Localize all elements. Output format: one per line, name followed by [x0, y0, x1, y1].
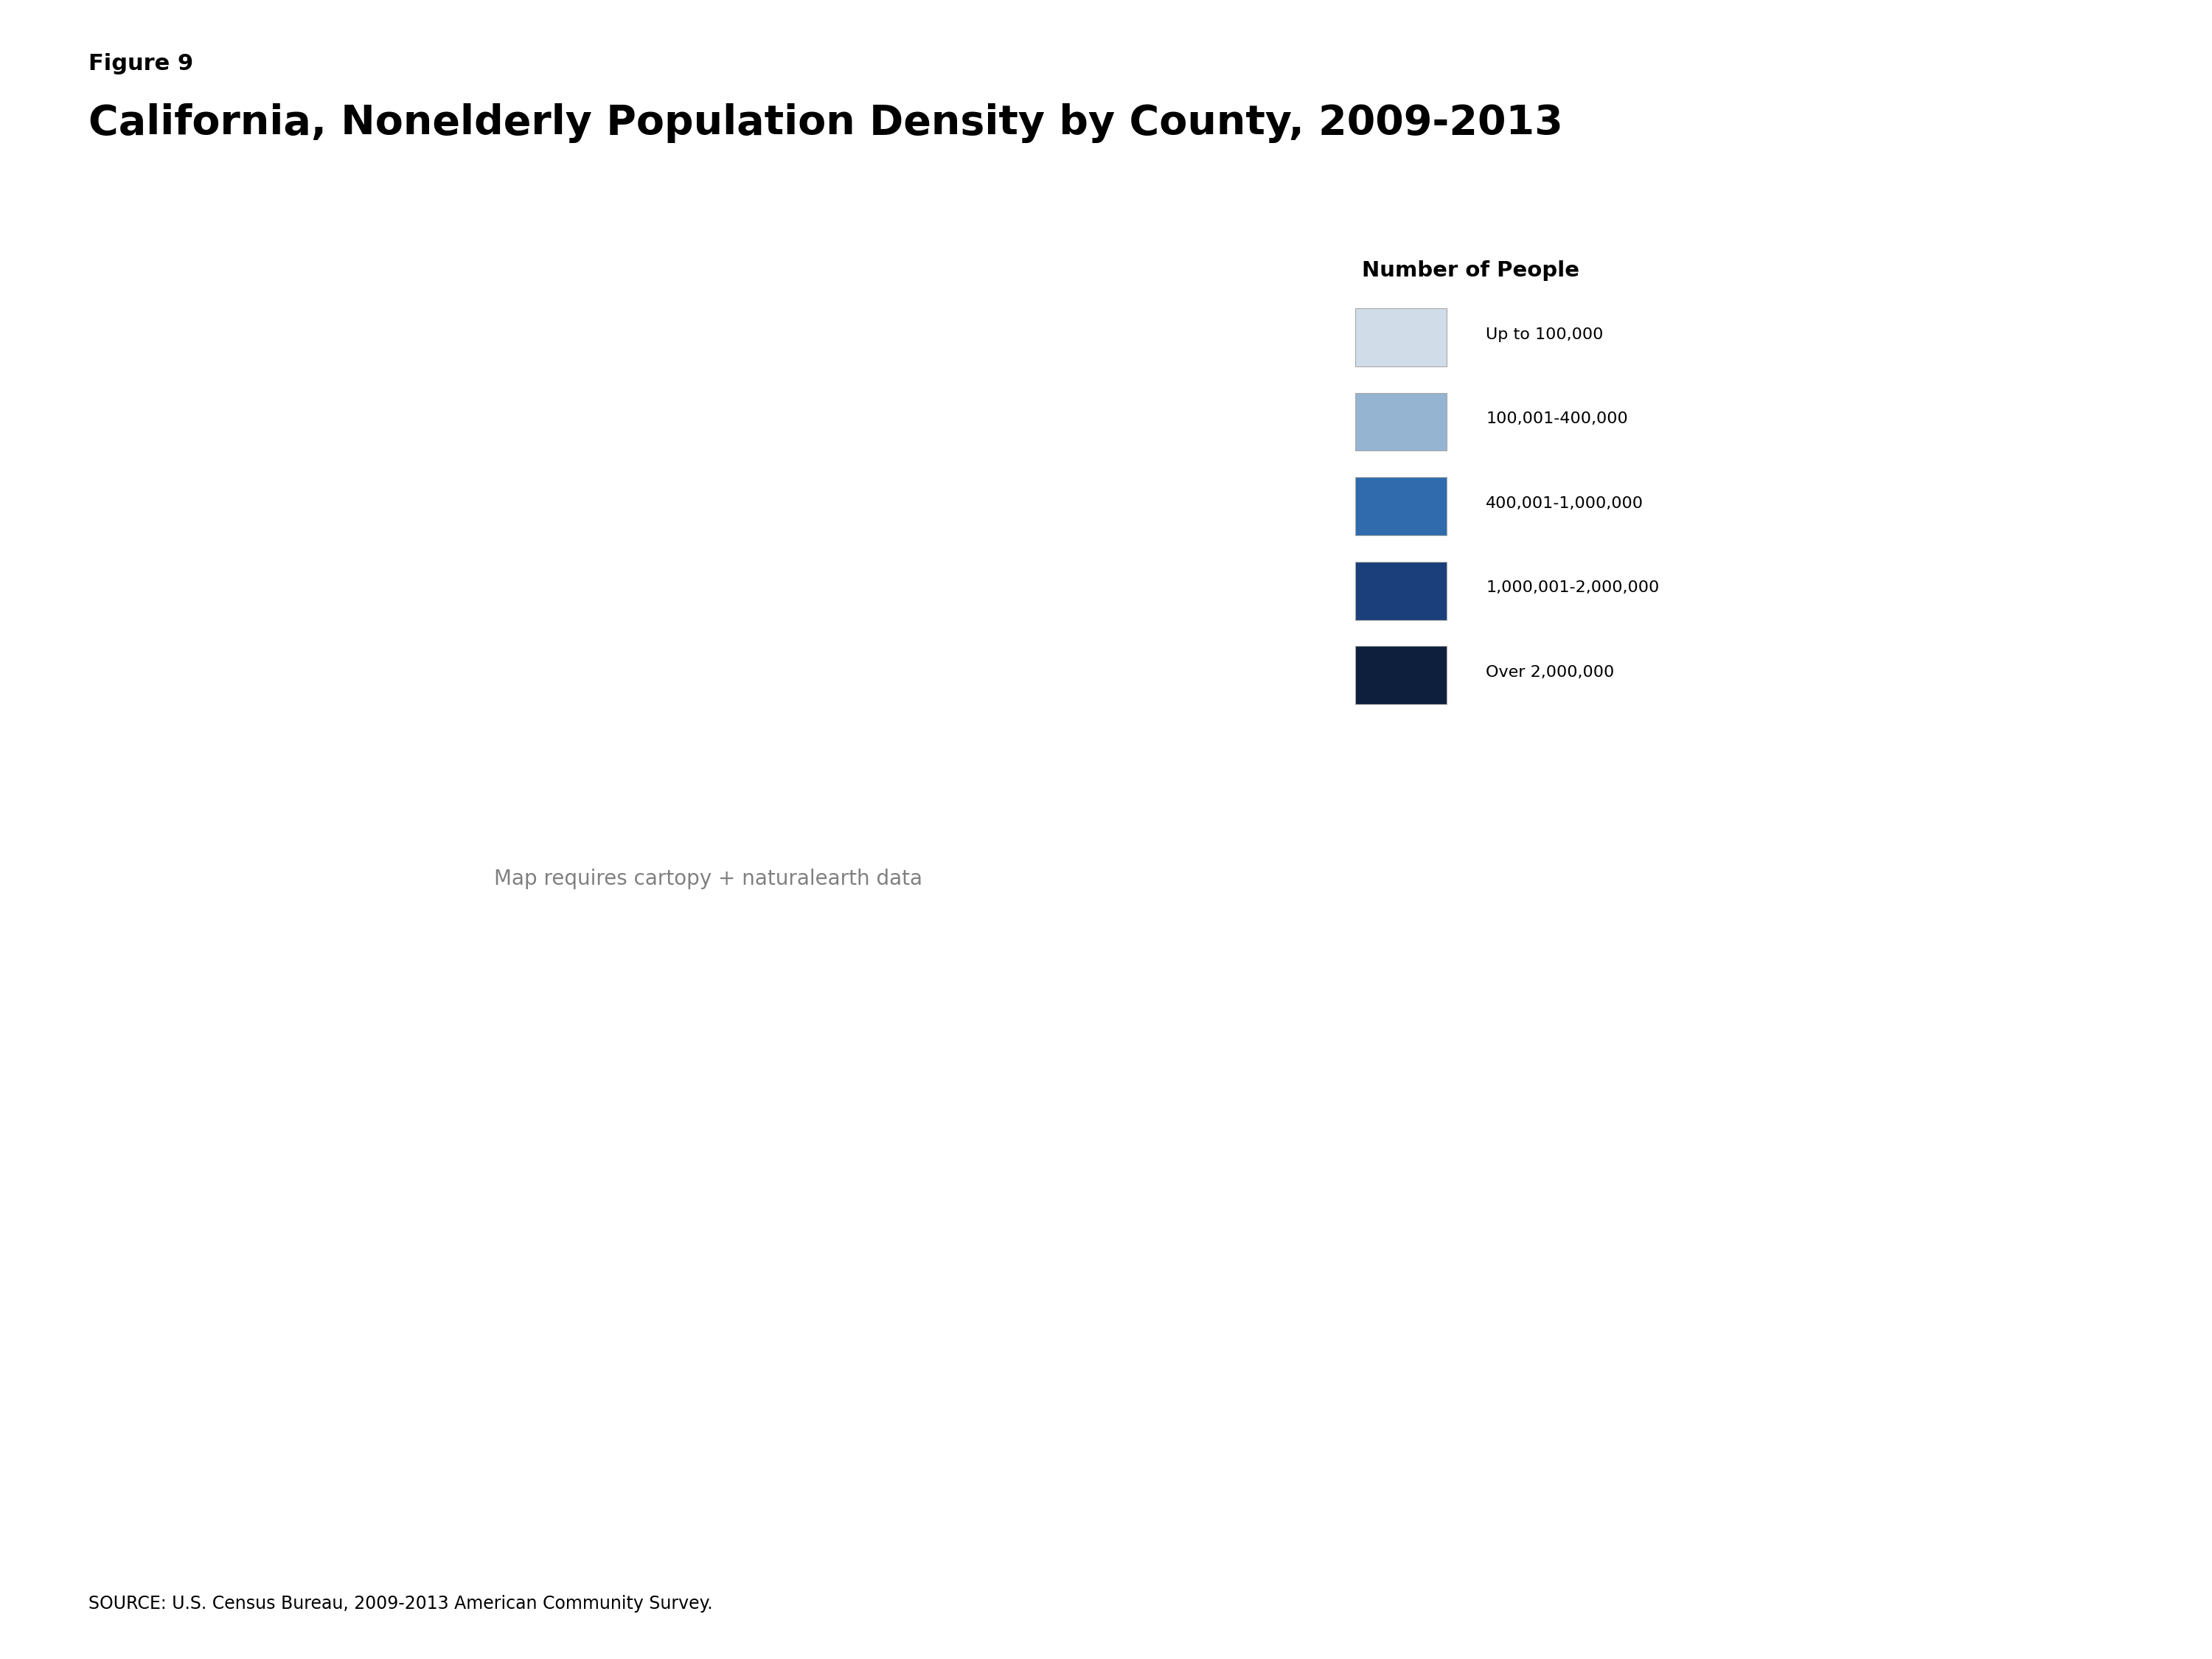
Text: 100,001-400,000: 100,001-400,000: [1486, 411, 1628, 426]
Text: California, Nonelderly Population Density by County, 2009-2013: California, Nonelderly Population Densit…: [88, 103, 1564, 143]
Text: THE HENRY J.: THE HENRY J.: [1966, 1491, 2026, 1498]
FancyBboxPatch shape: [1356, 393, 1447, 451]
Text: 400,001-1,000,000: 400,001-1,000,000: [1486, 496, 1644, 511]
Text: Over 2,000,000: Over 2,000,000: [1486, 665, 1615, 680]
Text: Map requires cartopy + naturalearth data: Map requires cartopy + naturalearth data: [493, 869, 922, 889]
Text: Up to 100,000: Up to 100,000: [1486, 327, 1604, 342]
Text: Number of People: Number of People: [1363, 260, 1579, 280]
Text: FOUNDATION: FOUNDATION: [1969, 1596, 2024, 1603]
Text: 1,000,001-2,000,000: 1,000,001-2,000,000: [1486, 581, 1659, 596]
Text: KAISER: KAISER: [1964, 1525, 2028, 1540]
FancyBboxPatch shape: [1356, 645, 1447, 705]
Text: FAMILY: FAMILY: [1975, 1561, 2017, 1573]
FancyBboxPatch shape: [1356, 309, 1447, 367]
FancyBboxPatch shape: [1356, 562, 1447, 620]
Text: SOURCE: U.S. Census Bureau, 2009-2013 American Community Survey.: SOURCE: U.S. Census Bureau, 2009-2013 Am…: [88, 1594, 712, 1613]
FancyBboxPatch shape: [1356, 478, 1447, 536]
Text: Figure 9: Figure 9: [88, 53, 192, 75]
